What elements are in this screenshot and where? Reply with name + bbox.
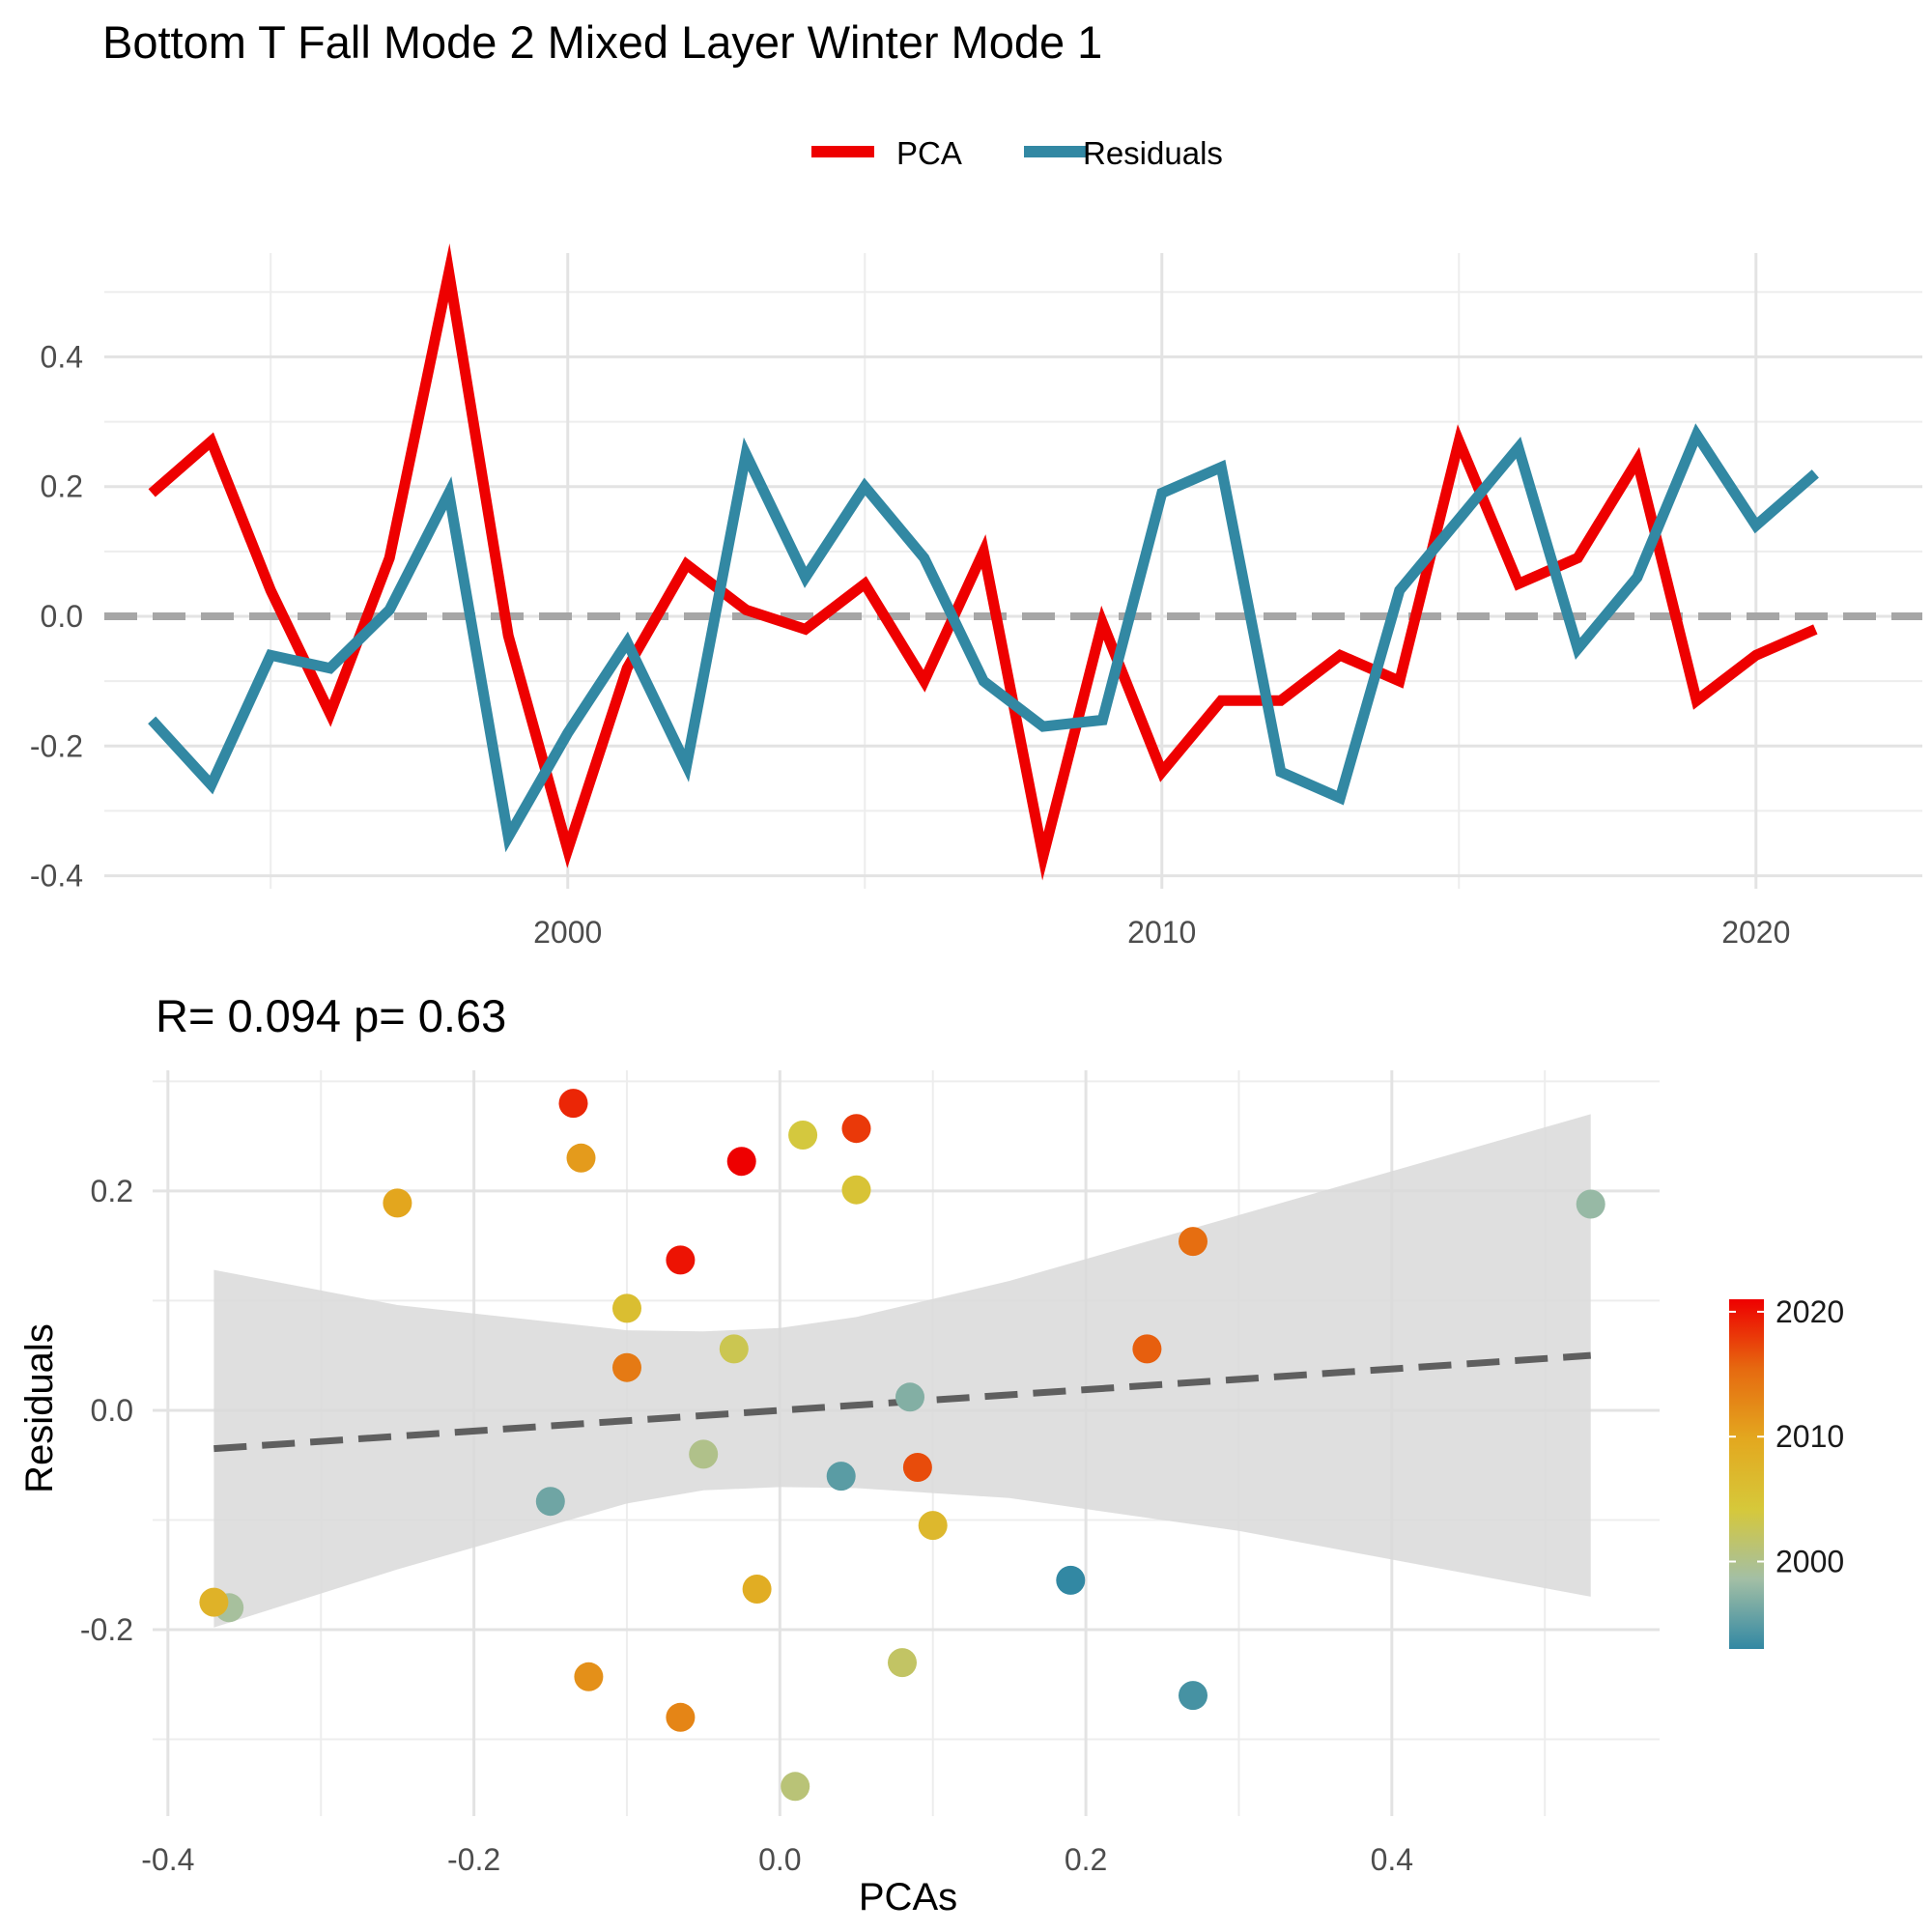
- scatter-point: [612, 1293, 641, 1323]
- y-tick-label: -0.4: [30, 859, 83, 894]
- scatter-point: [689, 1439, 719, 1469]
- scatter-point: [826, 1462, 856, 1492]
- legend: PCA Residuals: [811, 135, 1223, 171]
- y-tick-label: 0.4: [41, 339, 83, 374]
- scatter-point: [742, 1575, 772, 1604]
- y-tick-label: 0.0: [91, 1393, 133, 1428]
- y-tick-label: -0.2: [80, 1612, 133, 1647]
- scatter-title: R= 0.094 p= 0.63: [156, 990, 506, 1041]
- scatter-point: [1576, 1189, 1605, 1219]
- scatter-point: [902, 1453, 932, 1482]
- scatter-point: [788, 1121, 818, 1150]
- colorbar-gradient: [1729, 1299, 1764, 1649]
- scatter-point: [1132, 1334, 1162, 1364]
- x-axis-label: PCAs: [859, 1876, 957, 1918]
- scatter-point: [918, 1511, 948, 1541]
- x-tick-label: 2000: [533, 915, 602, 950]
- colorbar-ticks: 2000 2010 2020: [1729, 1294, 1844, 1579]
- y-tick-label: 0.2: [41, 469, 83, 504]
- figure-title: Bottom T Fall Mode 2 Mixed Layer Winter …: [102, 16, 1102, 68]
- scatter-point: [895, 1382, 924, 1412]
- colorbar-tick-label: 2020: [1776, 1294, 1844, 1329]
- scatter-point: [888, 1648, 917, 1678]
- legend-label-residuals: Residuals: [1083, 135, 1223, 171]
- scatter-point: [841, 1114, 871, 1144]
- x-tick-label: 0.2: [1065, 1842, 1107, 1877]
- x-tick-label: 0.4: [1371, 1842, 1413, 1877]
- scatter-point: [612, 1352, 641, 1382]
- scatter-point: [566, 1143, 596, 1173]
- x-tick-label: 2020: [1721, 915, 1790, 950]
- scatter-point: [781, 1772, 810, 1802]
- scatter-point: [199, 1587, 229, 1617]
- scatter-point: [574, 1662, 604, 1691]
- x-tick-label: -0.2: [447, 1842, 500, 1877]
- scatter-point: [1179, 1227, 1208, 1257]
- colorbar-tick-label: 2000: [1776, 1545, 1844, 1579]
- y-tick-label: 0.2: [91, 1174, 133, 1208]
- scatter-point: [719, 1334, 749, 1364]
- scatter-points: [199, 1089, 1605, 1802]
- y-tick-label: -0.2: [30, 728, 83, 763]
- legend-label-pca: PCA: [896, 135, 962, 171]
- colorbar: 2000 2010 2020: [1729, 1294, 1844, 1649]
- colorbar-tick-label: 2010: [1776, 1419, 1844, 1454]
- series-line-residuals: [148, 423, 1819, 853]
- scatter-point: [1056, 1565, 1086, 1595]
- scatter-panel: R= 0.094 p= 0.63 -0.4 -0.2 0.0 0.2 0.4 -0.2 0.…: [18, 990, 1660, 1918]
- timeseries-tick-labels: -0.4 -0.2 0.0 0.2 0.4 2000 2010 2020: [30, 339, 1791, 950]
- scatter-point: [666, 1245, 696, 1275]
- x-tick-label: 2010: [1127, 915, 1196, 950]
- scatter-point: [666, 1702, 696, 1732]
- scatter-tick-labels: -0.4 -0.2 0.0 0.2 0.4 -0.2 0.0 0.2: [80, 1174, 1413, 1877]
- x-tick-label: -0.4: [141, 1842, 194, 1877]
- x-tick-label: 0.0: [758, 1842, 801, 1877]
- scatter-point: [558, 1089, 588, 1119]
- y-axis-label: Residuals: [18, 1323, 61, 1493]
- timeseries-series: [148, 242, 1819, 881]
- scatter-point: [1179, 1681, 1208, 1711]
- timeseries-grid: [104, 253, 1922, 889]
- scatter-point: [841, 1175, 871, 1205]
- scatter-point: [383, 1188, 412, 1218]
- scatter-point: [535, 1487, 565, 1517]
- y-tick-label: 0.0: [41, 599, 83, 634]
- scatter-point: [726, 1147, 756, 1177]
- series-line-pca: [148, 242, 1818, 881]
- timeseries-panel: -0.4 -0.2 0.0 0.2 0.4 2000 2010 2020: [30, 242, 1922, 950]
